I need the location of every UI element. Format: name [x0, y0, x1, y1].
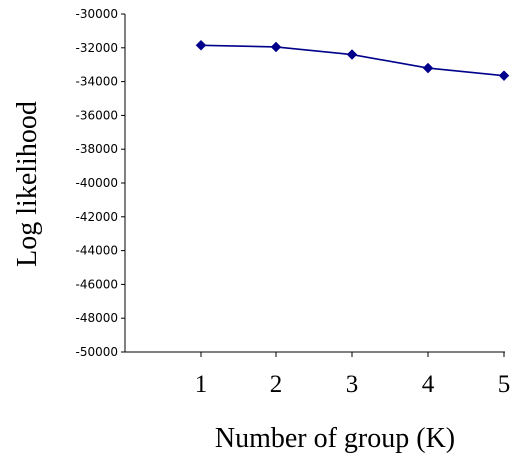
y-tick-label: -34000	[75, 75, 118, 89]
y-tick-label: -50000	[75, 345, 118, 359]
y-tick-labels: -30000 -32000 -34000 -36000 -38000 -40000 -420…	[75, 7, 118, 359]
y-tick-label: -44000	[75, 244, 118, 258]
y-axis-title: Log likelihood	[12, 101, 43, 267]
x-tick-label: 3	[346, 371, 359, 398]
x-tick-label: 2	[270, 371, 283, 398]
y-tick-label: -46000	[75, 277, 118, 291]
data-point-marker	[270, 41, 282, 53]
axes	[121, 13, 505, 357]
x-tick-label: 4	[422, 371, 435, 398]
series	[195, 39, 510, 82]
x-tick-label: 1	[195, 371, 208, 398]
y-tick-label: -48000	[75, 311, 118, 325]
y-tick-label: -40000	[75, 176, 118, 190]
data-point-marker	[498, 70, 510, 82]
data-point-marker	[422, 62, 434, 74]
data-point-marker	[346, 49, 358, 60]
y-tick-label: -30000	[75, 7, 118, 21]
y-tick-label: -36000	[75, 108, 118, 122]
y-tick-label: -32000	[75, 41, 118, 55]
x-tick-labels: 1 2 3 4 5	[195, 371, 511, 398]
x-axis-title: Number of group (K)	[215, 423, 455, 454]
y-tick-label: -42000	[75, 210, 118, 224]
y-tick-label: -38000	[75, 142, 118, 156]
x-tick-label: 5	[498, 371, 511, 398]
data-point-marker	[195, 39, 207, 51]
